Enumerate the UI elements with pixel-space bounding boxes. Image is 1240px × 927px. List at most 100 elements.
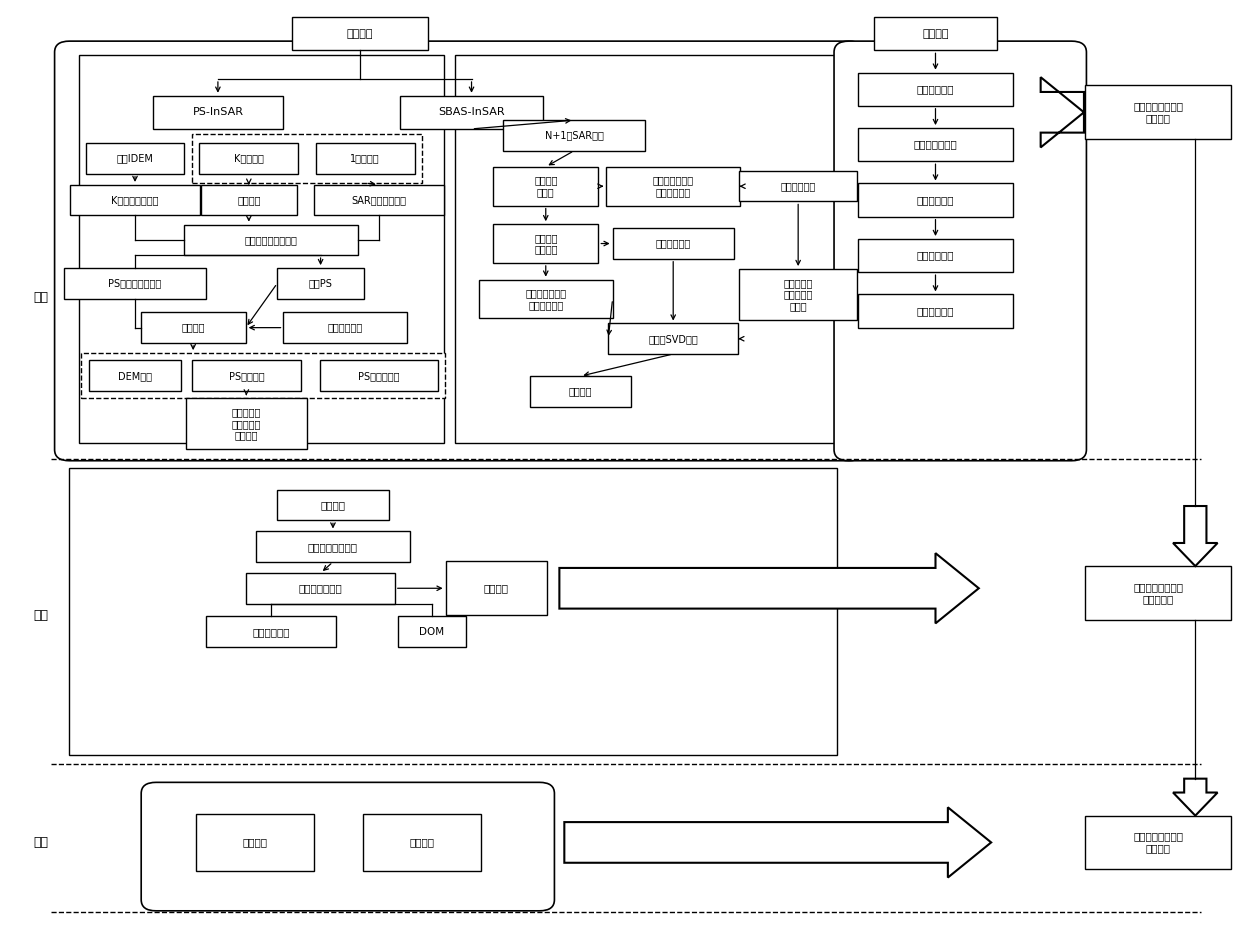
Bar <box>69 184 200 215</box>
Text: 倾斜影像照片: 倾斜影像照片 <box>253 627 290 637</box>
Text: 差分干涉
相位解缠: 差分干涉 相位解缠 <box>534 233 558 254</box>
Bar <box>613 228 734 259</box>
Text: 进一步确定地面变
形灾害范围: 进一步确定地面变 形灾害范围 <box>1133 582 1183 603</box>
Text: SAR影像辐射定标: SAR影像辐射定标 <box>351 195 407 205</box>
Bar <box>293 17 428 50</box>
Text: 工作区数据获取: 工作区数据获取 <box>299 583 342 593</box>
Bar <box>858 72 1013 106</box>
Text: N+1景SAR影像: N+1景SAR影像 <box>544 131 604 140</box>
Polygon shape <box>1173 779 1218 816</box>
Text: 普查: 普查 <box>33 291 48 304</box>
Text: PS-InSAR: PS-InSAR <box>192 108 243 118</box>
Bar <box>739 171 857 201</box>
Text: 低通时序形变和
地形误差估计: 低通时序形变和 地形误差估计 <box>526 288 567 310</box>
Bar <box>479 280 613 318</box>
Text: 模型求解: 模型求解 <box>181 323 205 333</box>
Text: 人工核查: 人工核查 <box>243 837 268 847</box>
Text: PS差分干涉相位集: PS差分干涉相位集 <box>108 278 161 288</box>
Bar <box>529 376 631 407</box>
Bar <box>739 269 857 320</box>
Bar <box>186 399 308 450</box>
Bar <box>858 295 1013 327</box>
Bar <box>401 95 543 129</box>
Bar <box>247 573 394 603</box>
Text: K幅从影像: K幅从影像 <box>234 154 264 163</box>
Text: 提取PS: 提取PS <box>309 278 332 288</box>
Text: 累积形变量
成形变速率
较大区域: 累积形变量 成形变速率 较大区域 <box>232 407 262 440</box>
Text: DEM误差: DEM误差 <box>118 371 153 381</box>
Bar <box>278 268 363 298</box>
Bar <box>64 268 206 298</box>
Text: 差分干涉
相位集: 差分干涉 相位集 <box>534 175 558 197</box>
Bar <box>278 489 388 520</box>
Polygon shape <box>559 553 978 623</box>
Bar <box>284 312 407 343</box>
Bar <box>455 55 846 443</box>
Text: PS点大气相位: PS点大气相位 <box>358 371 399 381</box>
Bar <box>606 167 740 206</box>
Bar <box>874 17 997 50</box>
Polygon shape <box>1040 77 1084 147</box>
Bar <box>316 144 414 173</box>
Bar <box>609 324 738 354</box>
Bar <box>201 184 298 215</box>
Text: 人工巡查: 人工巡查 <box>409 837 434 847</box>
Bar <box>1085 566 1231 619</box>
Bar <box>363 814 481 871</box>
Text: 相位组成模型: 相位组成模型 <box>327 323 363 333</box>
FancyBboxPatch shape <box>55 41 864 461</box>
Text: 形变的SVD估计: 形变的SVD估计 <box>649 334 698 344</box>
FancyBboxPatch shape <box>835 41 1086 461</box>
Text: DOM: DOM <box>419 627 444 637</box>
Bar <box>320 361 438 391</box>
Text: 样本评价及修改: 样本评价及修改 <box>914 140 957 149</box>
Bar <box>858 239 1013 273</box>
Text: 低通时序形变: 低通时序形变 <box>780 182 816 191</box>
Bar <box>79 55 444 443</box>
Text: 1幅从影像: 1幅从影像 <box>351 154 379 163</box>
Text: 详查: 详查 <box>33 609 48 623</box>
Bar <box>858 128 1013 161</box>
Bar <box>69 468 837 755</box>
Text: 去除地形误差和
低通时序相位: 去除地形误差和 低通时序相位 <box>652 175 693 197</box>
Text: 雷达遥感: 雷达遥感 <box>347 29 373 39</box>
Polygon shape <box>1173 506 1218 566</box>
Bar <box>494 224 599 263</box>
Text: 残余相位解缠: 残余相位解缠 <box>656 238 691 248</box>
Text: 布设航线、控制点: 布设航线、控制点 <box>308 541 358 552</box>
Bar <box>185 224 357 255</box>
Bar <box>88 361 181 391</box>
Text: 光学遥感: 光学遥感 <box>923 29 949 39</box>
Bar <box>206 616 336 647</box>
Text: 调整分类结果: 调整分类结果 <box>916 306 955 316</box>
Bar <box>1085 816 1231 870</box>
Bar <box>1085 85 1231 139</box>
Bar <box>86 144 185 173</box>
Text: 选择训练样本: 选择训练样本 <box>916 84 955 95</box>
Bar <box>314 184 444 215</box>
Bar <box>255 531 410 562</box>
FancyBboxPatch shape <box>141 782 554 911</box>
Text: PS点形变量: PS点形变量 <box>228 371 264 381</box>
Bar <box>503 121 645 151</box>
Text: 空间域低通
和时间域高
通滤波: 空间域低通 和时间域高 通滤波 <box>784 278 813 311</box>
Bar <box>140 312 246 343</box>
Text: K次差分干涉处理: K次差分干涉处理 <box>112 195 159 205</box>
Text: 选择分类算法: 选择分类算法 <box>916 195 955 205</box>
Text: 定标后复数影像配准: 定标后复数影像配准 <box>244 235 298 245</box>
Text: 配准参数: 配准参数 <box>237 195 260 205</box>
Bar <box>445 562 547 616</box>
Bar <box>81 353 445 399</box>
Bar <box>858 184 1013 217</box>
Text: 最终确定地面变形
灾害范围: 最终确定地面变形 灾害范围 <box>1133 832 1183 853</box>
Text: 已知IDEM: 已知IDEM <box>117 154 154 163</box>
Bar <box>192 361 301 391</box>
Text: SBAS-InSAR: SBAS-InSAR <box>438 108 505 118</box>
Bar <box>494 167 599 206</box>
Bar <box>153 95 283 129</box>
Text: 初步判定地面变形
灾害范围: 初步判定地面变形 灾害范围 <box>1133 101 1183 123</box>
Text: 核查: 核查 <box>33 836 48 849</box>
Bar <box>192 134 422 183</box>
Text: 人工部分干预: 人工部分干预 <box>916 250 955 260</box>
Bar <box>196 814 314 871</box>
